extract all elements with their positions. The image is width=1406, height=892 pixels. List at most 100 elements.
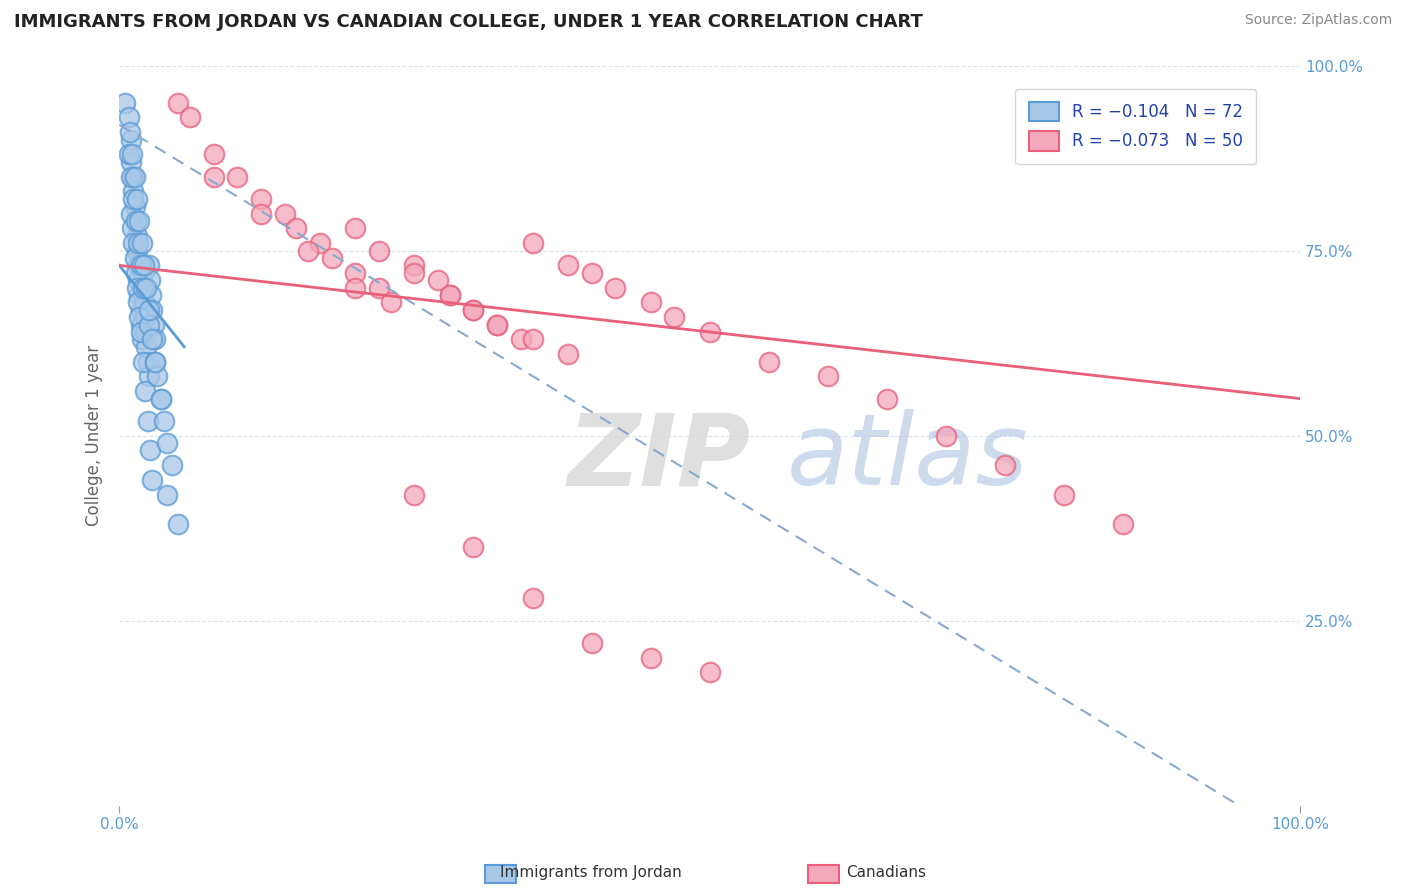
Point <box>141 302 163 317</box>
Point <box>122 236 145 251</box>
Point <box>129 318 152 332</box>
Point <box>127 236 149 251</box>
Point <box>129 302 152 317</box>
Point <box>250 192 273 206</box>
Point <box>380 295 402 310</box>
Legend: R = −0.104   N = 72, R = −0.073   N = 50: R = −0.104 N = 72, R = −0.073 N = 50 <box>1015 88 1257 164</box>
Point <box>128 310 150 325</box>
Point <box>121 221 143 235</box>
Point <box>134 325 156 339</box>
Point <box>463 302 485 317</box>
Point <box>149 392 172 406</box>
Point <box>125 192 148 206</box>
Point <box>1112 517 1135 532</box>
Point <box>273 206 295 220</box>
Point <box>138 369 160 384</box>
Point <box>114 95 136 110</box>
Point <box>876 392 898 406</box>
Point <box>297 244 319 258</box>
Point <box>122 192 145 206</box>
Point <box>664 310 686 325</box>
Point <box>142 318 165 332</box>
Text: Canadians: Canadians <box>846 865 925 880</box>
Point <box>141 473 163 487</box>
Point <box>439 288 461 302</box>
Point <box>118 111 141 125</box>
Point <box>135 340 157 354</box>
Point <box>124 251 146 265</box>
Point <box>143 354 166 368</box>
Point <box>640 295 662 310</box>
Point <box>250 206 273 220</box>
Point <box>149 392 172 406</box>
Point <box>202 169 225 184</box>
Point <box>640 650 662 665</box>
Point <box>758 354 780 368</box>
Point <box>125 228 148 243</box>
Point <box>179 111 201 125</box>
Point <box>120 169 142 184</box>
Point <box>463 302 485 317</box>
Point <box>439 288 461 302</box>
Point <box>486 318 509 332</box>
Point <box>167 95 190 110</box>
Point <box>344 221 367 235</box>
Point <box>127 259 149 273</box>
Point <box>138 302 160 317</box>
Point <box>132 266 155 280</box>
Point <box>118 125 141 139</box>
Point <box>581 266 603 280</box>
Point <box>162 458 184 473</box>
Point <box>155 436 177 450</box>
Point <box>522 591 544 606</box>
Point <box>155 488 177 502</box>
Point <box>522 332 544 346</box>
Point <box>427 273 450 287</box>
Point <box>125 244 148 258</box>
Point <box>124 169 146 184</box>
Point <box>125 280 148 294</box>
Point <box>699 665 721 680</box>
Point <box>309 236 332 251</box>
Point <box>124 199 146 213</box>
Point <box>143 354 166 368</box>
Point <box>368 280 391 294</box>
Point <box>122 169 145 184</box>
Point <box>136 414 159 428</box>
Point <box>132 259 155 273</box>
Point <box>557 259 579 273</box>
Point <box>404 266 426 280</box>
Point <box>581 636 603 650</box>
Point <box>522 236 544 251</box>
Point <box>699 325 721 339</box>
Point <box>134 310 156 325</box>
Point <box>132 354 155 368</box>
Point <box>404 259 426 273</box>
Point <box>344 266 367 280</box>
Point <box>463 540 485 554</box>
Point <box>605 280 627 294</box>
Point <box>486 318 509 332</box>
Point <box>321 251 343 265</box>
Text: ZIP: ZIP <box>568 409 751 507</box>
Point <box>135 280 157 294</box>
Point <box>138 259 160 273</box>
Point <box>132 280 155 294</box>
Point <box>125 266 148 280</box>
Point <box>118 147 141 161</box>
Point <box>141 288 163 302</box>
Point <box>125 214 148 228</box>
Point <box>153 414 176 428</box>
Point <box>127 295 149 310</box>
Point <box>121 147 143 161</box>
Point <box>132 280 155 294</box>
Point <box>1053 488 1076 502</box>
Text: Source: ZipAtlas.com: Source: ZipAtlas.com <box>1244 13 1392 28</box>
Point <box>127 273 149 287</box>
Point <box>994 458 1017 473</box>
Point <box>125 214 148 228</box>
Point <box>404 488 426 502</box>
Point <box>129 325 152 339</box>
Text: atlas: atlas <box>786 409 1028 507</box>
Point <box>817 369 839 384</box>
